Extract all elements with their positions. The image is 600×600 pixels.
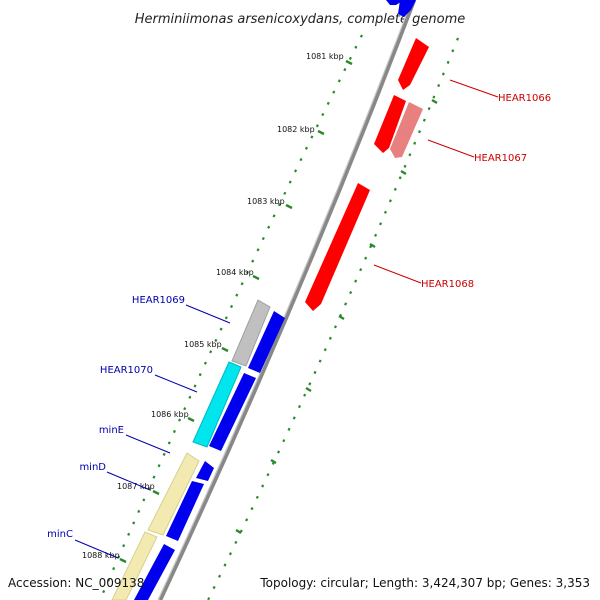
inner-tick-ring — [98, 34, 363, 600]
outer-tick — [431, 98, 438, 105]
outer-tick — [338, 314, 345, 321]
gene-minc-yellow[interactable] — [111, 531, 158, 600]
connector-minc — [74, 539, 119, 559]
connector-hear1069 — [185, 304, 231, 324]
connector-mind — [106, 471, 151, 491]
connector-hear1066 — [449, 79, 499, 98]
gene-blue-1[interactable] — [248, 311, 285, 373]
outer-tick — [305, 386, 312, 393]
tick-label-1087: 1087 kbp — [117, 482, 155, 491]
connector-mine — [125, 434, 171, 454]
genome-backbone-highlight — [157, 0, 413, 600]
topology-text: Topology: circular; Length: 3,424,307 bp… — [259, 576, 590, 590]
outer-tick-ring — [207, 37, 460, 600]
gene-hear1069-gray[interactable] — [231, 299, 271, 367]
gene-mine-yellow[interactable] — [147, 452, 200, 536]
gene-hear1067[interactable] — [390, 102, 423, 158]
tick-mark-1085 — [221, 346, 229, 353]
accession-text: Accession: NC_009138 — [8, 576, 144, 590]
connector-hear1068 — [373, 264, 422, 284]
connector-hear1067 — [427, 139, 475, 158]
label-hear1068[interactable]: HEAR1068 — [421, 279, 474, 290]
gene-blue-4[interactable] — [166, 481, 204, 541]
gene-blue-2[interactable] — [209, 373, 256, 451]
label-minc[interactable]: minC — [47, 529, 73, 540]
tick-label-1083: 1083 kbp — [247, 197, 285, 206]
gene-reverse-top-stub[interactable] — [386, 0, 404, 5]
outer-tick — [400, 169, 407, 176]
label-mine[interactable]: minE — [99, 425, 124, 436]
tick-label-1081: 1081 kbp — [306, 52, 344, 61]
label-connectors — [74, 79, 499, 559]
tick-mark-1083 — [285, 203, 293, 210]
tick-mark-1086 — [187, 416, 195, 423]
outer-tick — [235, 528, 242, 535]
tick-mark-1088 — [119, 557, 127, 564]
genome-backbone — [157, 0, 417, 600]
forward-strand-genes — [305, 38, 429, 311]
tick-mark-1084 — [252, 274, 260, 281]
outer-major-ticks — [235, 98, 438, 535]
connector-hear1070 — [154, 374, 198, 393]
label-hear1069[interactable]: HEAR1069 — [132, 295, 185, 306]
label-hear1066[interactable]: HEAR1066 — [498, 93, 551, 104]
reverse-strand-genes — [111, 0, 404, 600]
label-hear1067[interactable]: HEAR1067 — [474, 153, 527, 164]
gene-blue-5[interactable] — [134, 544, 175, 600]
label-mind[interactable]: minD — [79, 462, 106, 473]
tick-mark-1087 — [152, 489, 160, 496]
tick-mark-1082 — [317, 129, 325, 136]
tick-label-1088: 1088 kbp — [82, 551, 120, 560]
label-hear1070[interactable]: HEAR1070 — [100, 365, 153, 376]
tick-label-1085: 1085 kbp — [184, 340, 222, 349]
outer-tick — [270, 458, 277, 465]
major-ticks — [119, 59, 353, 564]
gene-hear1070-cyan[interactable] — [192, 361, 242, 448]
tick-mark-1081 — [345, 59, 353, 66]
gene-hear1068[interactable] — [305, 183, 370, 311]
blue-genes — [134, 0, 416, 600]
tick-label-1084: 1084 kbp — [216, 268, 254, 277]
gene-blue-top[interactable] — [398, 0, 416, 17]
gene-blue-3[interactable] — [196, 461, 214, 481]
gene-hear1066b[interactable] — [374, 95, 406, 153]
tick-label-1086: 1086 kbp — [151, 410, 189, 419]
tick-label-1082: 1082 kbp — [277, 125, 315, 134]
outer-tick — [369, 242, 376, 249]
map-title: Herminiimonas arsenicoxydans, complete g… — [135, 12, 465, 27]
gene-hear1066[interactable] — [398, 38, 429, 90]
